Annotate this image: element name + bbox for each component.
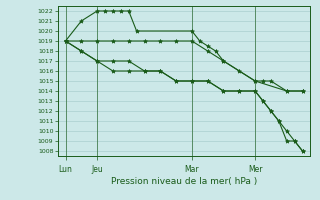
X-axis label: Pression niveau de la mer( hPa ): Pression niveau de la mer( hPa ) <box>111 177 257 186</box>
